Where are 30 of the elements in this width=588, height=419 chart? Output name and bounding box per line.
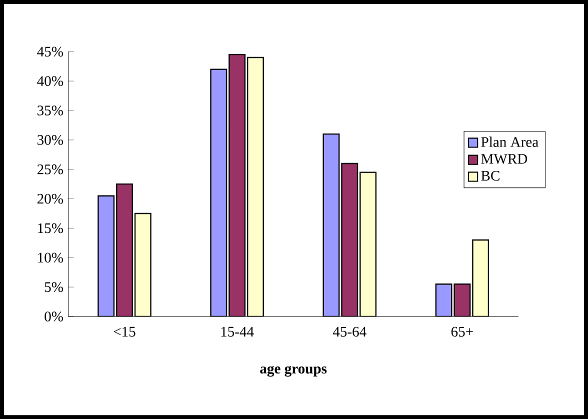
y-tick-label: 15% bbox=[38, 223, 64, 234]
x-tick-label: <15 bbox=[114, 326, 136, 337]
bar bbox=[116, 183, 133, 316]
bar bbox=[472, 239, 490, 316]
legend-label: BC bbox=[481, 170, 500, 181]
bar bbox=[454, 283, 471, 316]
bar bbox=[246, 56, 264, 316]
y-tick-label: 5% bbox=[44, 282, 64, 292]
y-tick-label: 35% bbox=[38, 106, 64, 116]
y-tick-label: 45% bbox=[37, 46, 64, 57]
bar bbox=[210, 68, 228, 316]
x-tick-label: 65+ bbox=[451, 326, 473, 337]
y-tick-label: 10% bbox=[38, 252, 64, 263]
x-tick-label: 45-64 bbox=[332, 326, 366, 337]
y-tick-label: 20% bbox=[37, 194, 64, 204]
x-tick-label: 15-44 bbox=[221, 326, 254, 337]
bar bbox=[228, 54, 246, 316]
legend-label: Plan Area bbox=[481, 136, 538, 147]
bar bbox=[134, 212, 152, 316]
bar bbox=[360, 172, 376, 316]
bar bbox=[98, 195, 115, 316]
bar bbox=[435, 283, 452, 316]
y-tick-label: 40% bbox=[37, 76, 64, 86]
y-tick-label: 25% bbox=[37, 164, 64, 174]
y-tick-label: 0% bbox=[44, 312, 64, 322]
bar bbox=[341, 162, 358, 316]
legend-label: MWRD bbox=[481, 154, 528, 164]
bar bbox=[322, 133, 340, 316]
x-axis-title: age groups bbox=[260, 366, 327, 377]
y-tick-label: 30% bbox=[38, 134, 64, 145]
